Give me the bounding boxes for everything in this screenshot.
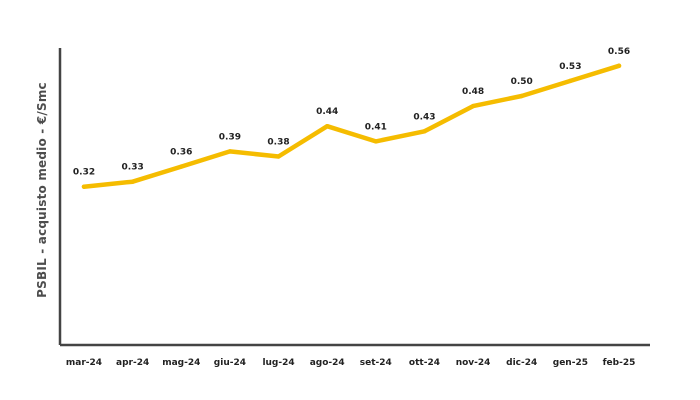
data-label-giu-24: 0.39 xyxy=(219,132,241,142)
data-label-mar-24: 0.32 xyxy=(73,168,95,178)
data-point-dic-24 xyxy=(519,93,524,99)
data-point-lug-24 xyxy=(276,154,281,159)
x-tick-mag-24: mag-24 xyxy=(162,358,200,368)
data-labels: 0.32 0.33 0.36 0.39 0.38 0.44 0.41 0.43 0.48 0.50… xyxy=(73,47,630,178)
x-tick-dic-24: dic-24 xyxy=(506,358,537,368)
data-point-mar-24 xyxy=(81,184,87,189)
x-tick-set-24: set-24 xyxy=(360,358,392,368)
x-tick-giu-24: giu-24 xyxy=(214,358,246,368)
x-tick-lug-24: lug-24 xyxy=(262,358,294,368)
x-tick-feb-25: feb-25 xyxy=(603,358,636,368)
data-point-feb-25 xyxy=(616,63,622,68)
data-point-nov-24 xyxy=(470,103,476,109)
data-point-set-24 xyxy=(373,139,379,144)
data-label-dic-24: 0.50 xyxy=(511,77,533,87)
x-tick-labels: mar-24 apr-24 mag-24 giu-24 lug-24 ago-24 set-… xyxy=(66,358,635,368)
series-layer xyxy=(81,63,622,189)
x-tick-gen-25: gen-25 xyxy=(553,358,588,368)
data-label-mag-24: 0.36 xyxy=(170,148,192,158)
data-label-set-24: 0.41 xyxy=(365,122,387,132)
data-point-mag-24 xyxy=(179,164,184,169)
x-tick-mar-24: mar-24 xyxy=(66,358,102,368)
data-label-ago-24: 0.44 xyxy=(316,107,338,117)
data-label-nov-24: 0.48 xyxy=(462,87,484,97)
data-point-giu-24 xyxy=(227,149,233,154)
data-label-gen-25: 0.53 xyxy=(559,62,581,72)
data-point-ago-24 xyxy=(324,124,330,129)
data-label-apr-24: 0.33 xyxy=(122,163,144,173)
x-tick-ott-24: ott-24 xyxy=(409,358,440,368)
data-label-feb-25: 0.56 xyxy=(608,47,630,57)
x-tick-apr-24: apr-24 xyxy=(116,358,149,368)
x-tick-nov-24: nov-24 xyxy=(456,358,491,368)
x-tick-ago-24: ago-24 xyxy=(310,358,345,368)
y-axis-title: PSBIL - acquisto medio - €/Smc xyxy=(35,82,49,298)
data-point-ott-24 xyxy=(422,129,427,134)
data-point-apr-24 xyxy=(130,179,135,184)
axes xyxy=(58,48,650,347)
series-line xyxy=(81,63,622,189)
data-label-ott-24: 0.43 xyxy=(413,112,435,122)
data-label-lug-24: 0.38 xyxy=(267,137,289,147)
data-point-gen-25 xyxy=(568,78,573,84)
